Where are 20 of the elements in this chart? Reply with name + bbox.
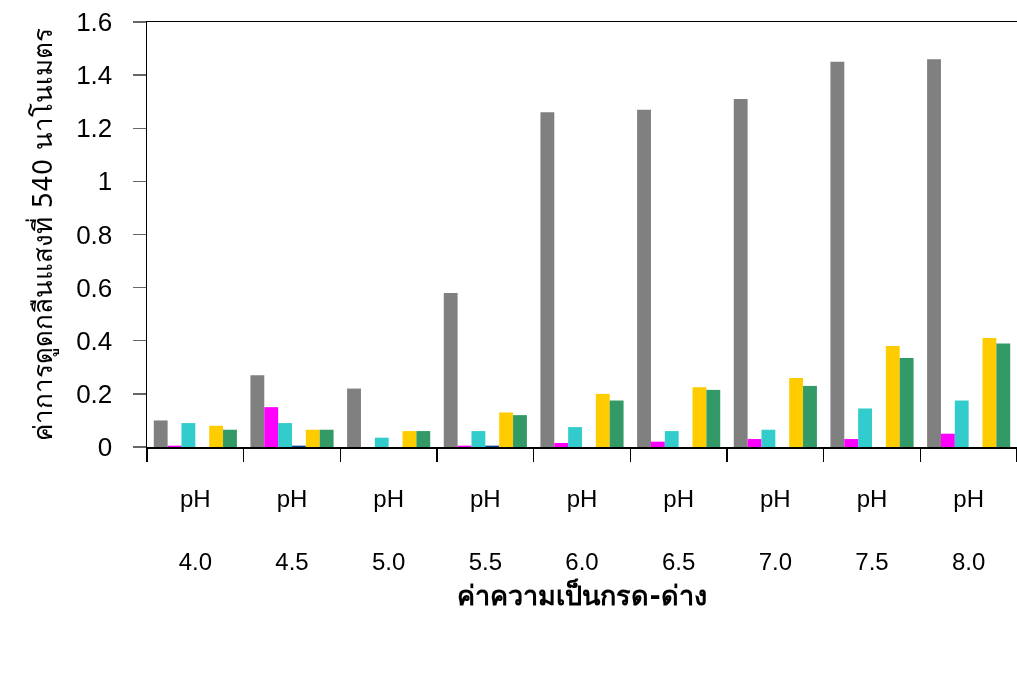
y-axis-title: ค่าการดูดกลืนแสงที่ 540 นาโนเมตร bbox=[24, 28, 59, 441]
category-label: pH 4.0 bbox=[178, 485, 213, 575]
y-tick-label: 0.8 bbox=[76, 219, 113, 250]
y-tick-label: 0 bbox=[97, 432, 113, 463]
y-tick-label: 0.6 bbox=[76, 272, 113, 303]
y-tick-label: 0.4 bbox=[76, 325, 113, 356]
category-label: pH 7.0 bbox=[758, 485, 793, 575]
category-label: pH 6.5 bbox=[661, 485, 696, 575]
x-axis-title: ค่าความเป็นกรด-ด่าง bbox=[457, 577, 707, 611]
y-tick-label: 1.6 bbox=[76, 7, 113, 38]
category-label: pH 4.5 bbox=[275, 485, 309, 575]
y-tick-label: 1.2 bbox=[76, 113, 113, 144]
category-label: pH 6.0 bbox=[565, 485, 599, 575]
category-label: pH 5.0 bbox=[371, 485, 406, 575]
y-tick-label: 0.2 bbox=[76, 378, 113, 409]
category-label: pH 5.5 bbox=[468, 485, 503, 575]
y-tick-label: 1.4 bbox=[76, 60, 113, 91]
category-label: pH 8.0 bbox=[951, 485, 986, 575]
category-label: pH 7.5 bbox=[855, 485, 889, 575]
y-tick-label: 1 bbox=[97, 166, 113, 197]
